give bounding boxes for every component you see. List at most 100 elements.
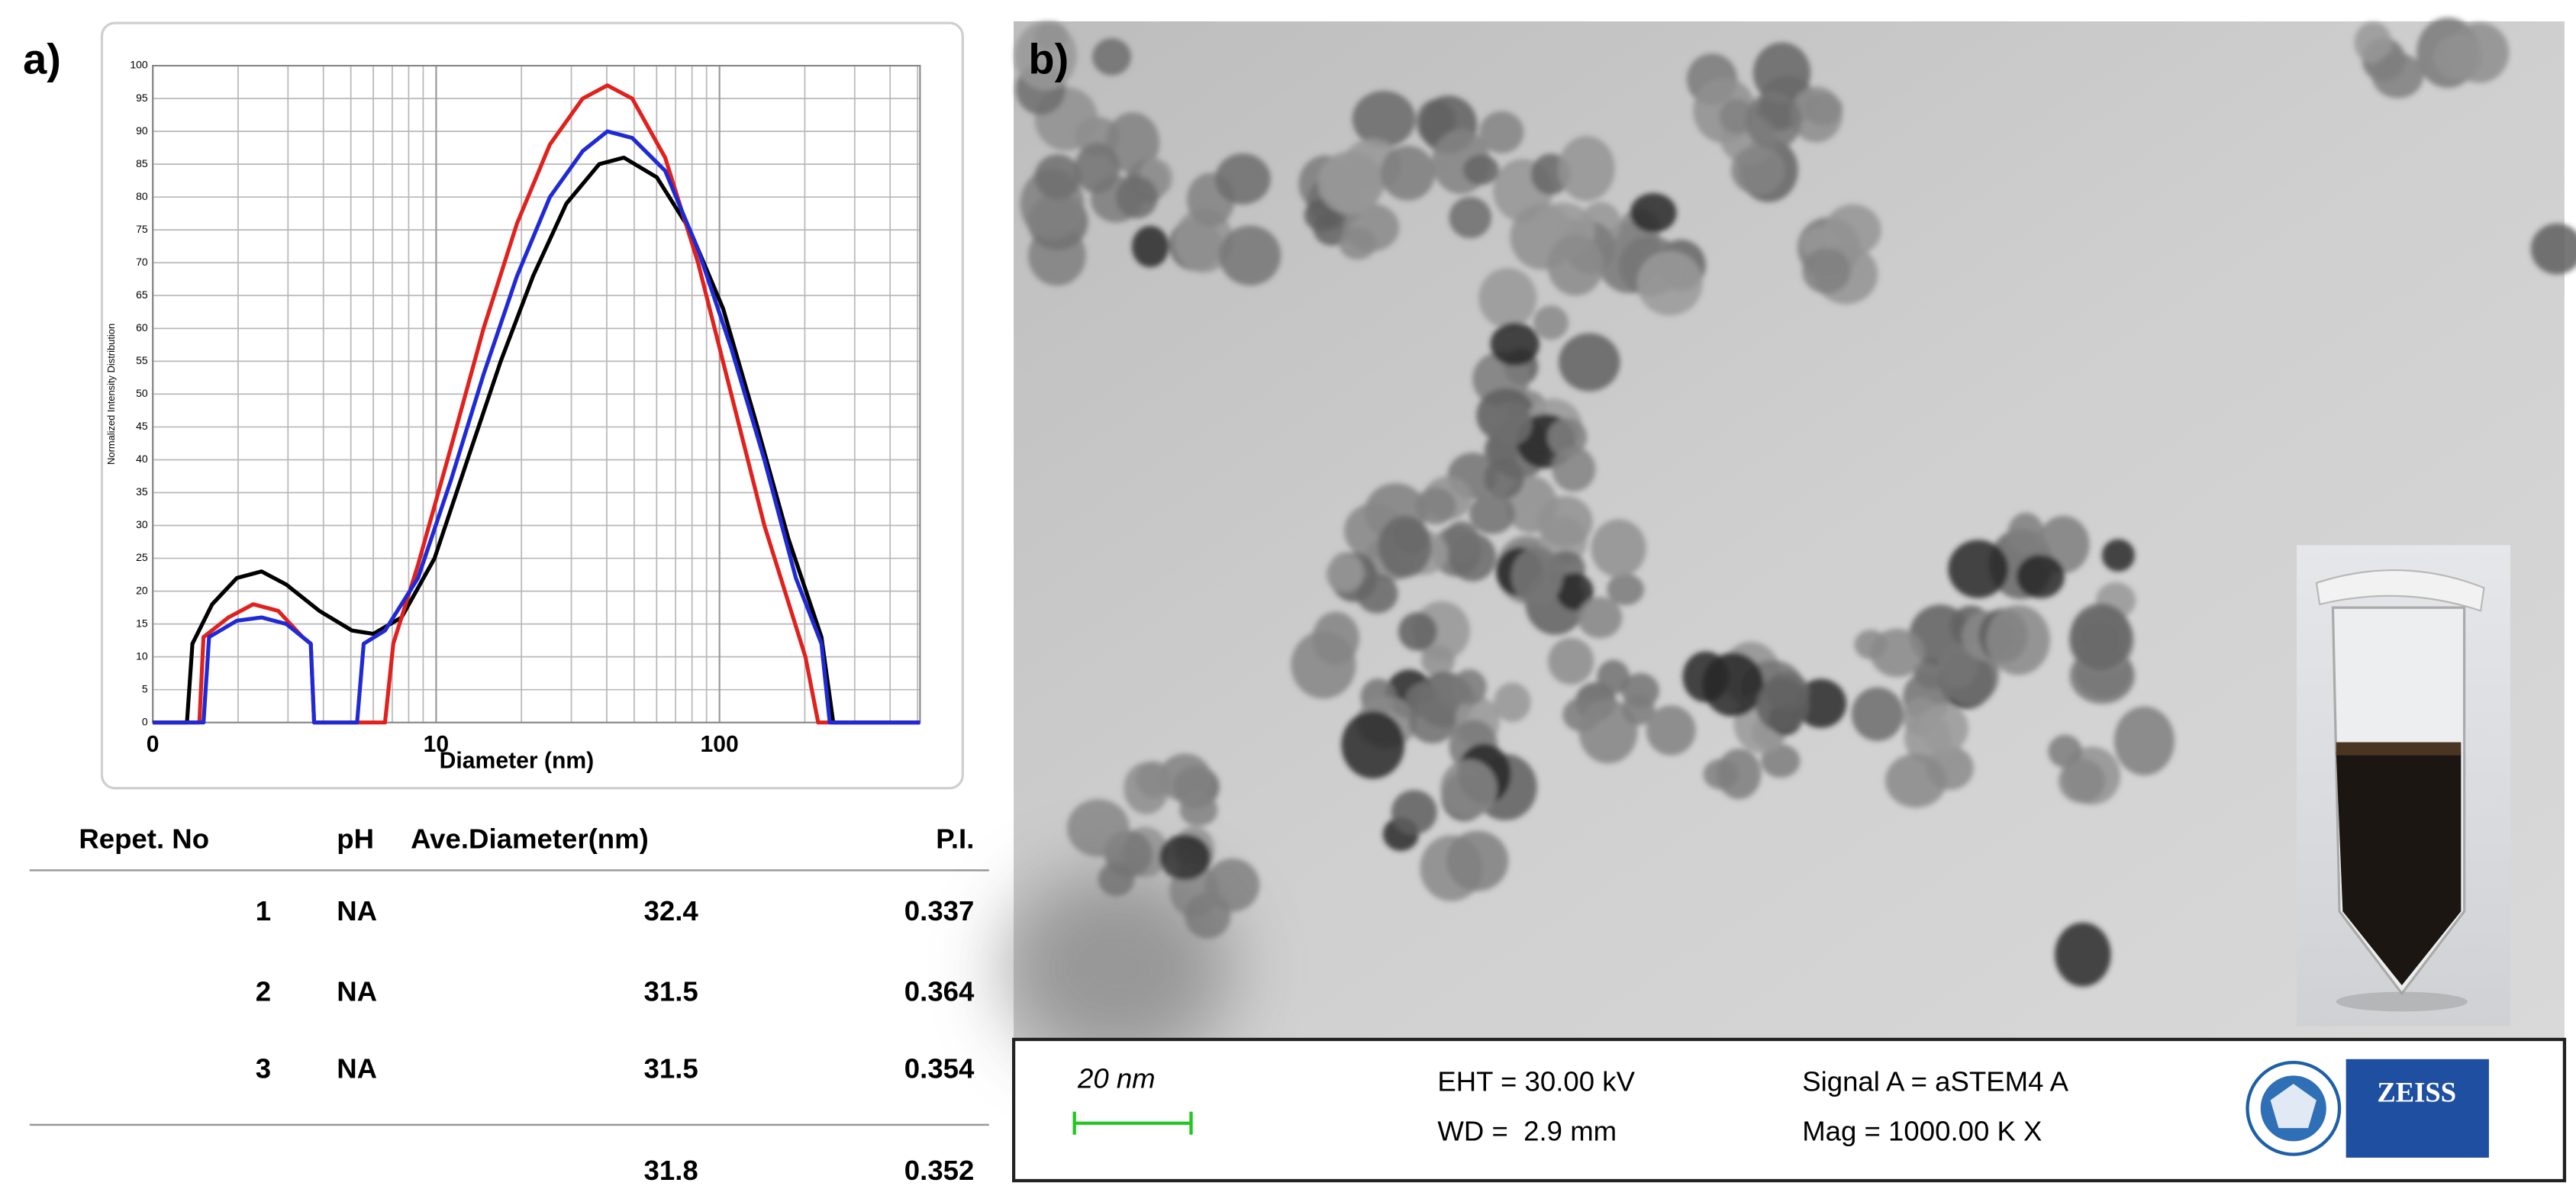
y-tick-label: 30	[136, 518, 148, 530]
brand-logo	[2345, 1059, 2489, 1158]
y-tick-label: 90	[136, 124, 148, 137]
particle	[1577, 597, 1623, 639]
particle	[1490, 322, 1539, 366]
particles	[1014, 17, 2576, 987]
particle	[1790, 86, 1843, 143]
x-axis-label: Diameter (nm)	[440, 748, 594, 773]
table-cell: 3	[256, 1053, 271, 1084]
particle	[1717, 748, 1762, 800]
particle	[1824, 204, 1881, 256]
particle	[2055, 922, 2111, 987]
particle	[2101, 539, 2135, 572]
particle	[2354, 21, 2392, 63]
tube-liquid	[2336, 752, 2462, 985]
particle	[1132, 226, 1169, 268]
particle	[1646, 705, 1696, 756]
summary-cell: 0.352	[904, 1155, 975, 1186]
particle	[1479, 111, 1524, 153]
panel-label: a)	[23, 35, 61, 83]
particle	[1443, 520, 1480, 562]
particle	[1986, 604, 2051, 675]
table-cell: NA	[337, 975, 377, 1007]
y-tick-label: 40	[136, 453, 148, 465]
y-tick-label: 80	[136, 190, 148, 202]
plot-frame	[152, 64, 921, 723]
y-tick-label: 15	[136, 617, 148, 629]
particle	[1446, 830, 1509, 891]
particle	[1408, 700, 1456, 744]
micrograph: b) 20 nm EHT = 30.00 kV WD = 2.9 mm Sign…	[1001, 17, 2576, 1183]
particle	[1440, 759, 1498, 818]
magnification: Mag = 1000.00 K X	[1802, 1115, 2042, 1146]
column-header: pH	[337, 823, 374, 854]
particle	[1378, 515, 1432, 578]
data-line	[153, 155, 920, 725]
table-cell: 32.4	[644, 895, 699, 926]
particle	[1219, 225, 1282, 286]
y-tick-label: 20	[136, 584, 148, 596]
particle	[1034, 154, 1082, 200]
table-cell: 31.5	[644, 975, 698, 1007]
particle	[1204, 858, 1260, 912]
particle	[1636, 250, 1703, 316]
data-line	[153, 129, 920, 725]
particle	[1034, 21, 1069, 51]
x-tick-label: 0	[147, 732, 160, 757]
particle	[1558, 136, 1615, 201]
particle	[1731, 145, 1785, 195]
particle	[1214, 153, 1271, 205]
particle	[1547, 417, 1588, 457]
particle	[1489, 401, 1533, 446]
y-tick-label: 35	[136, 485, 148, 498]
particle	[1452, 669, 1487, 705]
particle	[1537, 495, 1593, 548]
y-tick-label: 70	[136, 256, 148, 268]
y-tick-label: 65	[136, 288, 148, 301]
particle	[1948, 540, 2009, 598]
y-tick-label: 95	[136, 92, 148, 104]
table-cell: 31.5	[644, 1053, 698, 1084]
particle	[1854, 630, 1888, 659]
brand: ZEISS	[2377, 1077, 2456, 1108]
particle	[1391, 790, 1437, 835]
particle	[1607, 573, 1644, 606]
particle	[1463, 154, 1499, 185]
particle	[1559, 333, 1620, 392]
column-header: Ave.Diameter(nm)	[411, 823, 649, 854]
y-axis-label: Normalized Intensity Distribution	[105, 324, 117, 465]
particle	[1802, 247, 1851, 294]
particle	[1469, 493, 1515, 534]
particle	[1179, 793, 1218, 827]
particle	[1420, 644, 1456, 676]
particle	[1884, 753, 1947, 808]
particle	[1092, 38, 1131, 76]
particle	[1510, 546, 1564, 605]
chart: 0 5 10 15 20 25 30 35 40 45 50 55 60 65 70 75 80 85 90 95 10…	[105, 59, 921, 773]
table-cell: 2	[256, 975, 271, 1007]
particle	[1116, 176, 1158, 219]
y-tick-label: 45	[136, 420, 148, 432]
summary-cell: 31.8	[644, 1155, 698, 1186]
table-cell: 0.364	[904, 975, 975, 1007]
particle	[1352, 90, 1416, 147]
chart-frame	[100, 21, 964, 790]
x-tick-label: 100	[701, 732, 739, 757]
particle	[1159, 834, 1211, 881]
particle	[1291, 630, 1356, 699]
particle	[2007, 512, 2044, 554]
tube-cap	[2315, 569, 2485, 612]
particle	[1326, 556, 1365, 593]
column-header: Repet. No	[79, 823, 209, 854]
table: Repet. No pH Ave.Diameter(nm) P.I. 1 NA 32.4 0.…	[29, 823, 989, 1186]
tube-meniscus	[2336, 742, 2462, 756]
particle	[1136, 761, 1172, 798]
particle	[1552, 446, 1596, 492]
particle	[1415, 487, 1456, 525]
y-tick-label: 60	[136, 321, 148, 334]
particle	[1341, 711, 1405, 779]
particle	[1449, 196, 1491, 239]
table-cell: 0.337	[904, 895, 975, 926]
particle	[1630, 193, 1677, 233]
y-tick-label: 25	[136, 551, 148, 563]
